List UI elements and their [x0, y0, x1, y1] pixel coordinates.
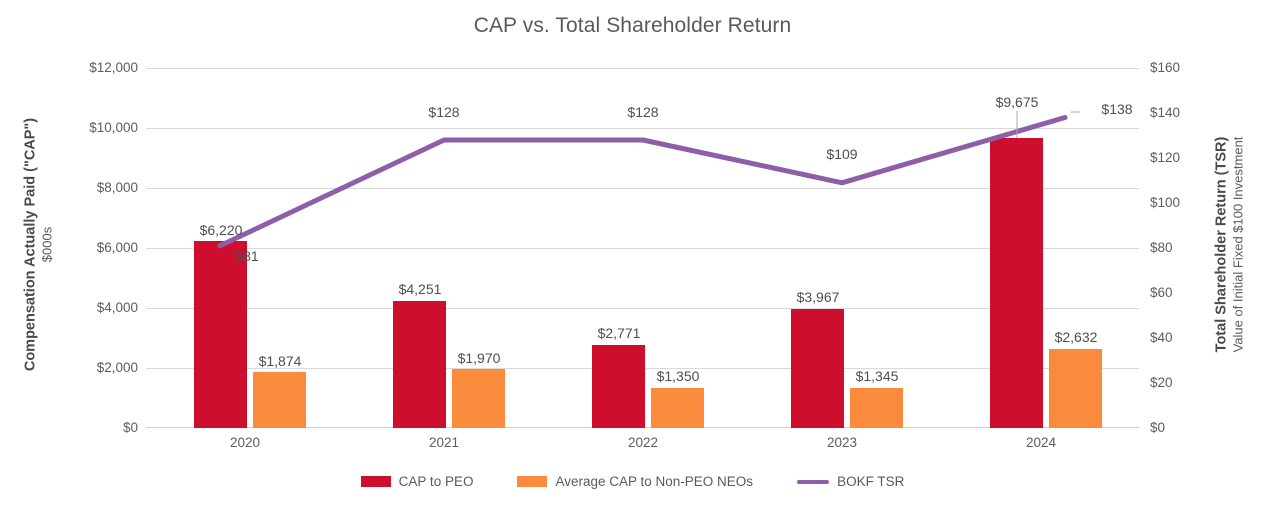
tsr-label-2021: $128: [428, 104, 460, 120]
y-axis-left-tick-0: $0: [122, 420, 138, 435]
legend-label-tsr: BOKF TSR: [837, 474, 905, 489]
y-axis-left-tick-2000: $2,000: [96, 360, 138, 375]
y-axis-left-tick-6000: $6,000: [96, 240, 138, 255]
bar-label-peo-2023: $3,967: [796, 289, 840, 305]
tsr-label-2022: $128: [627, 104, 659, 120]
bar-peo-2021[interactable]: [393, 300, 446, 428]
y-axis-left-tick-10000: $10,000: [89, 120, 138, 135]
bar-label-peo-2021: $4,251: [398, 281, 442, 297]
legend-swatch-tsr-line-icon: [797, 479, 830, 484]
tsr-line-chart: [217, 111, 1080, 249]
y-axis-right-tick-20: $20: [1150, 375, 1173, 390]
y-axis-left-tick-12000: $12,000: [89, 60, 138, 75]
bar-label-neo-2022: $1,350: [656, 368, 700, 384]
tsr-label-2020: $81: [235, 248, 259, 264]
y-axis-right-tick-140: $140: [1150, 105, 1181, 120]
right-axis-title-sub: Value of Initial Fixed $100 Investment: [1230, 136, 1246, 353]
x-axis-tick-2022: 2022: [627, 435, 659, 450]
legend-swatch-neo-icon: [517, 476, 548, 487]
bar-label-neo-2023: $1,345: [855, 368, 899, 384]
y-axis-left-tick-4000: $4,000: [96, 300, 138, 315]
y-axis-right-tick-120: $120: [1150, 150, 1181, 165]
gridline-8000: [146, 188, 1139, 189]
legend-item-cap-to-peo[interactable]: CAP to PEO: [360, 474, 474, 489]
bar-label-peo-2024: $9,675: [995, 94, 1039, 110]
bar-peo-2022[interactable]: [592, 344, 645, 428]
plot-area: $6,220 $1,874 $4,251 $1,970 $2,771 $1,35…: [146, 68, 1139, 428]
bar-label-neo-2020: $1,874: [258, 353, 302, 369]
legend-swatch-peo-icon: [360, 476, 391, 487]
bar-neo-2024[interactable]: [1049, 349, 1102, 428]
bar-peo-2023[interactable]: [791, 309, 844, 428]
chart-legend: CAP to PEO Average CAP to Non-PEO NEOs B…: [0, 474, 1265, 489]
bar-peo-2020[interactable]: [194, 241, 247, 428]
left-axis-title: Compensation Actually Paid ("CAP") $000s: [23, 80, 56, 410]
x-axis-tick-2020: 2020: [229, 435, 261, 450]
y-axis-right-tick-160: $160: [1150, 60, 1181, 75]
gridline-4000: [146, 308, 1139, 309]
right-axis-title: Total Shareholder Return (TSR) Value of …: [1214, 80, 1247, 410]
x-axis-tick-2024: 2024: [1025, 435, 1057, 450]
tsr-polyline: [217, 115, 1068, 249]
bar-label-neo-2024: $2,632: [1054, 329, 1098, 345]
y-axis-right-tick-80: $80: [1150, 240, 1173, 255]
y-axis-right-tick-60: $60: [1150, 285, 1173, 300]
bar-label-peo-2020: $6,220: [199, 222, 243, 238]
gridline-10000: [146, 128, 1139, 129]
right-axis-title-main: Total Shareholder Return (TSR): [1213, 136, 1230, 353]
bar-neo-2020[interactable]: [253, 371, 306, 428]
gridline-6000: [146, 248, 1139, 249]
bar-label-neo-2021: $1,970: [457, 350, 501, 366]
bar-neo-2021[interactable]: [452, 368, 505, 428]
y-axis-right-tick-0: $0: [1150, 420, 1166, 435]
x-axis-tick-2023: 2023: [826, 435, 858, 450]
bar-peo-2024[interactable]: [990, 137, 1043, 428]
legend-item-average-cap-to-non-peo-neos[interactable]: Average CAP to Non-PEO NEOs: [517, 474, 753, 489]
legend-item-bokf-tsr[interactable]: BOKF TSR: [797, 474, 904, 489]
legend-label-neo: Average CAP to Non-PEO NEOs: [555, 474, 754, 489]
y-axis-right-tick-40: $40: [1150, 330, 1173, 345]
legend-label-peo: CAP to PEO: [398, 474, 474, 489]
left-axis-title-sub: $000s: [39, 226, 55, 263]
bar-neo-2022[interactable]: [651, 387, 704, 428]
x-axis-tick-2021: 2021: [428, 435, 460, 450]
bar-neo-2023[interactable]: [850, 387, 903, 428]
y-axis-right-tick-100: $100: [1150, 195, 1181, 210]
tsr-label-2024: $138: [1101, 101, 1133, 117]
bar-label-peo-2022: $2,771: [597, 325, 641, 341]
chart-title: CAP vs. Total Shareholder Return: [473, 14, 792, 37]
left-axis-title-main: Compensation Actually Paid ("CAP"): [22, 117, 39, 372]
tsr-label-2023: $109: [826, 146, 858, 162]
gridline-12000: [146, 68, 1139, 69]
y-axis-left-tick-8000: $8,000: [96, 180, 138, 195]
